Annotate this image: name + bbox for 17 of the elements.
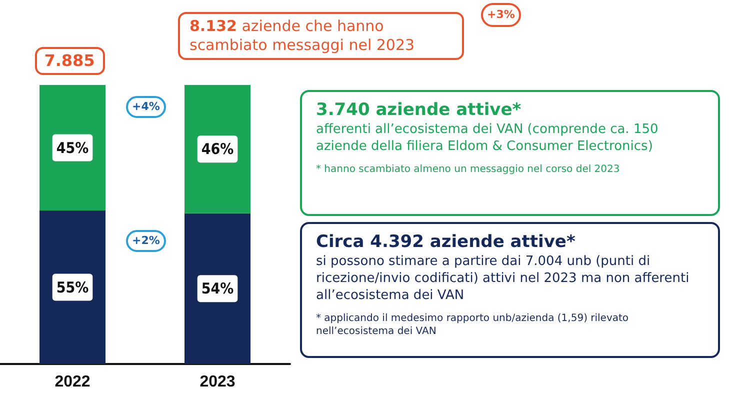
text: +3% [481,3,521,27]
data-label: 46% [201,140,234,158]
annotation: +4% [126,96,166,118]
annotation: +2% [126,230,166,252]
data-label: 45% [56,138,90,157]
x-tick-label: 2023 [200,374,236,390]
x-tick-label: 2022 [54,374,90,390]
text: Circa 4.392 aziende attive* [316,232,576,252]
text: * applicando il medesimo rapporto unb/azienda (1,59) rilevato nell’ecosistema dei VAN [316,312,630,338]
annotation: 8.132 aziende che hanno scambiato messaggi nel 2023 [178,12,464,60]
text: * hanno scambiato almeno un messaggio nel corso del 2023 [316,163,621,176]
text: afferenti all’ecosistema dei VAN (comprende ca. 150 aziende della filiera Eldom & Consumer Electronics) [316,121,660,155]
data-label: 55% [56,278,90,296]
text: si possono stimare a partire dai 7.004 unb (punti di ricezione/invio codificati) attivi nel 2023 ma non afferenti all’ecosistema dei VAN [316,253,690,304]
text: 3.740 aziende attive* [316,100,522,120]
annotation: 7.885 [34,47,104,75]
data-label: 54% [201,280,234,298]
